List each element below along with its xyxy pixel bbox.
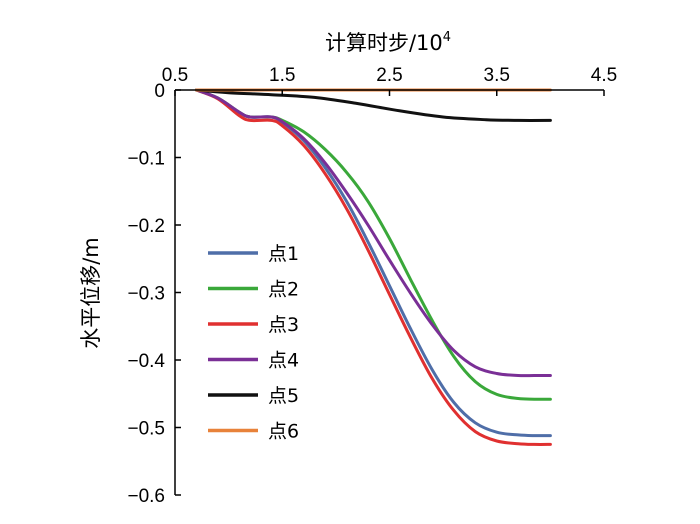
legend-label: 点2 [268,279,299,301]
x-tick-label: 3.5 [484,65,510,86]
x-tick-label: 2.5 [376,65,402,86]
y-axis-ticks: 0 −0.1 −0.2 −0.3 −0.4 −0.5 −0.6 [127,81,181,507]
y-tick-label: −0.3 [127,284,165,305]
legend-label: 点1 [268,243,299,265]
legend-label: 点5 [268,385,299,407]
x-axis-ticks: 0.5 1.5 2.5 3.5 4.5 [162,65,617,96]
legend-label: 点4 [268,350,299,372]
y-axis-title: 水平位移/m [79,237,103,349]
legend-label: 点6 [268,421,299,443]
y-tick-label: −0.6 [127,486,165,507]
series-line-3 [194,88,552,446]
legend-item: 点2 [208,279,299,301]
x-tick-label: 4.5 [591,65,617,86]
y-tick-label: −0.2 [127,216,165,237]
y-tick-label: −0.4 [127,351,165,372]
y-tick-label: 0 [154,81,165,102]
legend: 点1 点2 点3 点4 点5 点6 [208,243,299,443]
x-axis-title-main: 计算时步/10 [325,31,443,55]
series-line-5 [194,88,552,122]
legend-item: 点3 [208,314,299,336]
x-axis-title: 计算时步/104 [325,30,451,55]
x-tick-label: 1.5 [269,65,295,86]
legend-item: 点4 [208,350,299,372]
axes: 0.5 1.5 2.5 3.5 4.5 0 −0.1 −0.2 −0.3 −0.4 −0.5 −0.… [127,65,617,507]
y-tick-label: −0.5 [127,419,165,440]
legend-item: 点6 [208,421,299,443]
series-line-2 [194,88,552,401]
legend-item: 点5 [208,385,299,407]
series-line-4 [194,88,552,378]
legend-item: 点1 [208,243,299,265]
legend-label: 点3 [268,314,299,336]
y-tick-label: −0.1 [127,149,165,170]
series-lines [194,88,552,446]
x-axis-title-sup: 4 [443,30,451,45]
x-tick-label: 0.5 [162,65,188,86]
